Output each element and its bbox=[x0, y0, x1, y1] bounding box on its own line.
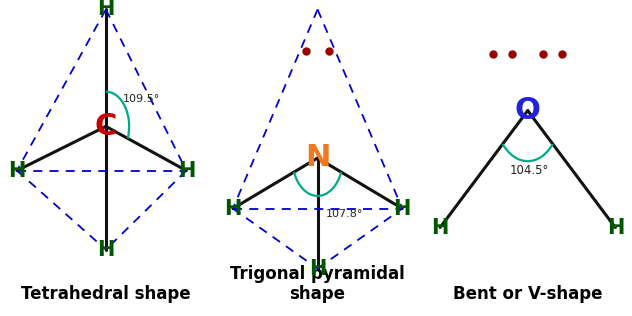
Text: 104.5°: 104.5° bbox=[510, 164, 549, 177]
Text: Bent or V-shape: Bent or V-shape bbox=[453, 285, 602, 303]
Text: O: O bbox=[515, 96, 540, 125]
Text: H: H bbox=[309, 258, 326, 279]
Text: Trigonal pyramidal
shape: Trigonal pyramidal shape bbox=[230, 264, 405, 303]
Text: H: H bbox=[97, 0, 114, 20]
Text: N: N bbox=[305, 143, 331, 173]
Text: H: H bbox=[178, 161, 195, 181]
Text: H: H bbox=[224, 198, 241, 219]
Text: H: H bbox=[97, 240, 114, 260]
Text: H: H bbox=[607, 217, 624, 238]
Text: 109.5°: 109.5° bbox=[123, 94, 160, 104]
Text: 107.8°: 107.8° bbox=[326, 209, 363, 219]
Text: Tetrahedral shape: Tetrahedral shape bbox=[21, 285, 191, 303]
Text: H: H bbox=[432, 217, 449, 238]
Text: H: H bbox=[8, 161, 26, 181]
Text: H: H bbox=[394, 198, 411, 219]
Text: C: C bbox=[95, 112, 117, 141]
